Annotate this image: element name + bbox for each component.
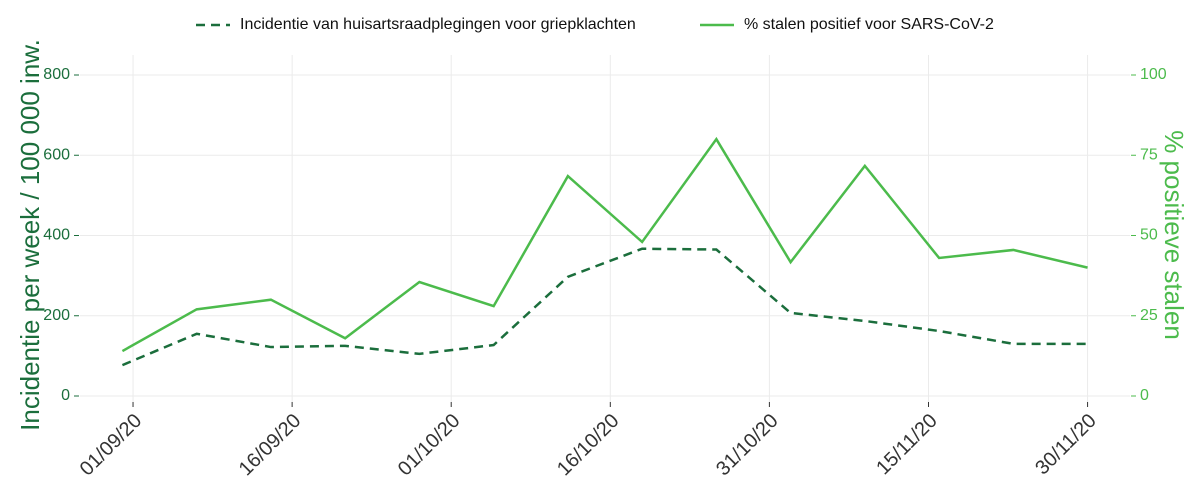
y-tick-label: 800	[43, 66, 70, 83]
y2-tick-label: 25	[1140, 307, 1158, 324]
x-tick-label: 30/11/20	[1031, 410, 1101, 480]
y-tick-label: 400	[43, 227, 70, 244]
y2-axis-title: % positieve stalen	[1159, 130, 1189, 340]
x-tick-label: 16/10/20	[553, 410, 624, 481]
x-tick-label: 16/09/20	[235, 410, 306, 481]
x-tick-label: 01/10/20	[394, 410, 465, 481]
x-tick-label: 01/09/20	[76, 410, 147, 481]
y-tick-label: 0	[61, 387, 70, 404]
y-tick-label: 200	[43, 307, 70, 324]
x-tick-label: 15/11/20	[872, 410, 942, 480]
y2-tick-label: 100	[1140, 66, 1167, 83]
y2-tick-label: 50	[1140, 227, 1158, 244]
legend-label: % stalen positief voor SARS-CoV-2	[744, 16, 994, 33]
y2-tick-label: 0	[1140, 387, 1149, 404]
line	[121, 247, 1088, 367]
y-axis-title: Incidentie per week / 100 000 inw.	[15, 39, 45, 431]
legend-label: Incidentie van huisartsraadplegingen voo…	[240, 16, 636, 33]
y-tick-label: 600	[43, 146, 70, 163]
line	[121, 136, 1088, 353]
y2-tick-label: 75	[1140, 146, 1158, 163]
x-tick-label: 31/10/20	[712, 410, 783, 481]
